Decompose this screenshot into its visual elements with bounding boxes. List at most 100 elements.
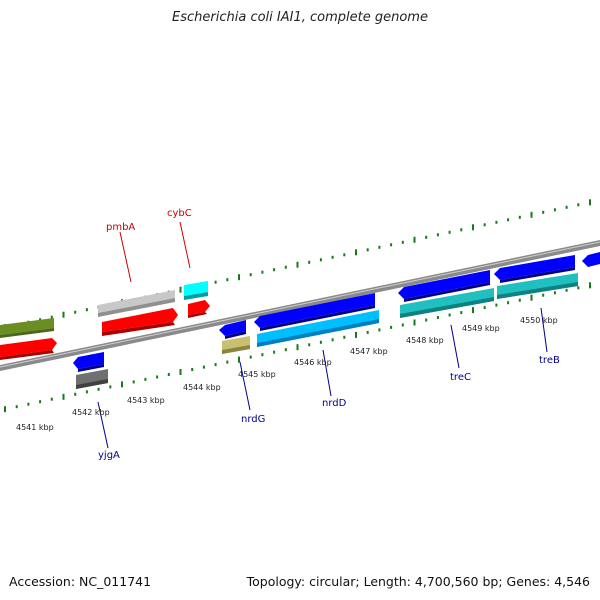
gene-feature-7[interactable]: [76, 369, 108, 389]
gc-dot: [50, 315, 53, 319]
gc-dot: [378, 328, 381, 332]
gene-feature-pmbA[interactable]: [98, 290, 175, 317]
gc-dot: [191, 368, 194, 371]
accession-text: Accession: NC_011741: [9, 574, 152, 589]
gc-dot: [144, 377, 147, 381]
gene-label-yjgA: yjgA: [98, 450, 120, 461]
gc-dot: [121, 381, 123, 388]
gene-feature-cybC[interactable]: [184, 281, 208, 300]
gene-feature-12[interactable]: [398, 270, 490, 302]
gc-dot: [319, 258, 322, 262]
gc-dot: [331, 255, 334, 259]
gene-feature-8[interactable]: [219, 320, 246, 339]
gc-dot: [472, 307, 474, 314]
gene-label-nrdD: nrdD: [322, 398, 347, 409]
gene-feature-yjgA[interactable]: [73, 352, 104, 372]
gc-dot: [390, 325, 393, 329]
leader-pmbA: [119, 231, 132, 283]
genome-backbone: [0, 240, 600, 371]
gc-dot: [390, 243, 393, 247]
gc-dot: [413, 236, 416, 243]
leader-nrdG: [239, 361, 251, 411]
map-title: Escherichia coli IAI1, complete genome: [172, 10, 428, 25]
gene-feature-treC[interactable]: [400, 288, 494, 318]
gc-dot: [355, 331, 357, 338]
gc-dot: [284, 265, 287, 269]
gc-dot: [74, 392, 77, 396]
gc-dot: [413, 319, 416, 326]
gc-dot: [553, 208, 556, 212]
leader-yjgA: [97, 401, 109, 449]
tick-label: 4548 kbp: [406, 336, 444, 345]
gc-dot: [62, 311, 65, 318]
gene-label-treB: treB: [539, 355, 560, 366]
tick-label: 4549 kbp: [462, 324, 500, 333]
gc-dot: [366, 248, 369, 252]
gene-feature-16[interactable]: [582, 252, 600, 267]
gene-feature-1[interactable]: [0, 338, 57, 360]
gc-dot: [249, 273, 252, 277]
gc-dot: [319, 340, 322, 344]
gc-dot: [378, 245, 381, 249]
gc-dot: [167, 373, 170, 376]
gene-feature-14[interactable]: [494, 255, 575, 283]
gc-dot: [483, 306, 486, 310]
gene-feature-0[interactable]: [0, 318, 54, 338]
gc-dot: [495, 303, 498, 307]
gc-dot: [366, 330, 369, 334]
gc-dot: [425, 235, 428, 239]
genome-summary: Topology: circular; Length: 4,700,560 bp…: [246, 574, 590, 589]
gc-dot: [460, 228, 463, 232]
gc-dot: [495, 220, 498, 224]
gc-dot: [249, 355, 252, 359]
gc-dot: [179, 369, 182, 375]
gc-dot: [296, 261, 299, 268]
gc-dot: [565, 288, 568, 292]
gc-dot: [436, 233, 439, 237]
gc-dot: [15, 405, 18, 409]
gc-dot: [214, 280, 217, 284]
gc-dot: [542, 293, 545, 297]
gc-dot: [530, 211, 533, 218]
gc-dot: [273, 268, 276, 272]
gc-dot: [530, 294, 533, 301]
gc-dot: [308, 260, 311, 264]
gc-dot: [589, 282, 591, 289]
gc-dot: [261, 353, 264, 357]
gene-label-treC: treC: [450, 372, 471, 383]
leader-cybC: [179, 221, 191, 269]
gene-feature-5[interactable]: [188, 300, 210, 318]
gene-feature-treB[interactable]: [497, 273, 578, 299]
tick-label: 4541 kbp: [16, 423, 54, 432]
tick-label: 4542 kbp: [72, 408, 110, 417]
leader-treB: [540, 307, 548, 353]
gc-dot: [273, 350, 276, 354]
gc-dot: [577, 203, 580, 207]
gc-dot: [460, 311, 463, 315]
gene-feature-9[interactable]: [222, 336, 250, 354]
gc-dot: [589, 199, 591, 206]
gene-feature-nrdG[interactable]: [254, 293, 375, 331]
gc-dot: [39, 400, 42, 404]
gc-dot: [62, 393, 65, 400]
gc-dot: [472, 224, 474, 231]
gc-dot: [542, 210, 545, 214]
leader-treC: [450, 324, 460, 369]
tick-label: 4547 kbp: [350, 347, 388, 356]
gc-dot: [74, 310, 77, 314]
tick-label: 4543 kbp: [127, 396, 165, 405]
gc-dot: [343, 335, 346, 339]
tick-label: 4546 kbp: [294, 358, 332, 367]
genome-backbone-highlight: [0, 241, 600, 368]
gene-feature-3[interactable]: [102, 308, 178, 336]
gc-dot: [483, 223, 486, 227]
gene-label-pmbA: pmbA: [106, 222, 135, 233]
tick-label: 4550 kbp: [520, 316, 558, 325]
gc-dot: [226, 278, 229, 282]
gc-dot: [202, 365, 205, 369]
gc-dot: [50, 397, 53, 401]
gene-feature-nrdD[interactable]: [257, 310, 379, 347]
gc-dot: [507, 218, 510, 222]
gene-label-nrdG: nrdG: [241, 414, 265, 425]
